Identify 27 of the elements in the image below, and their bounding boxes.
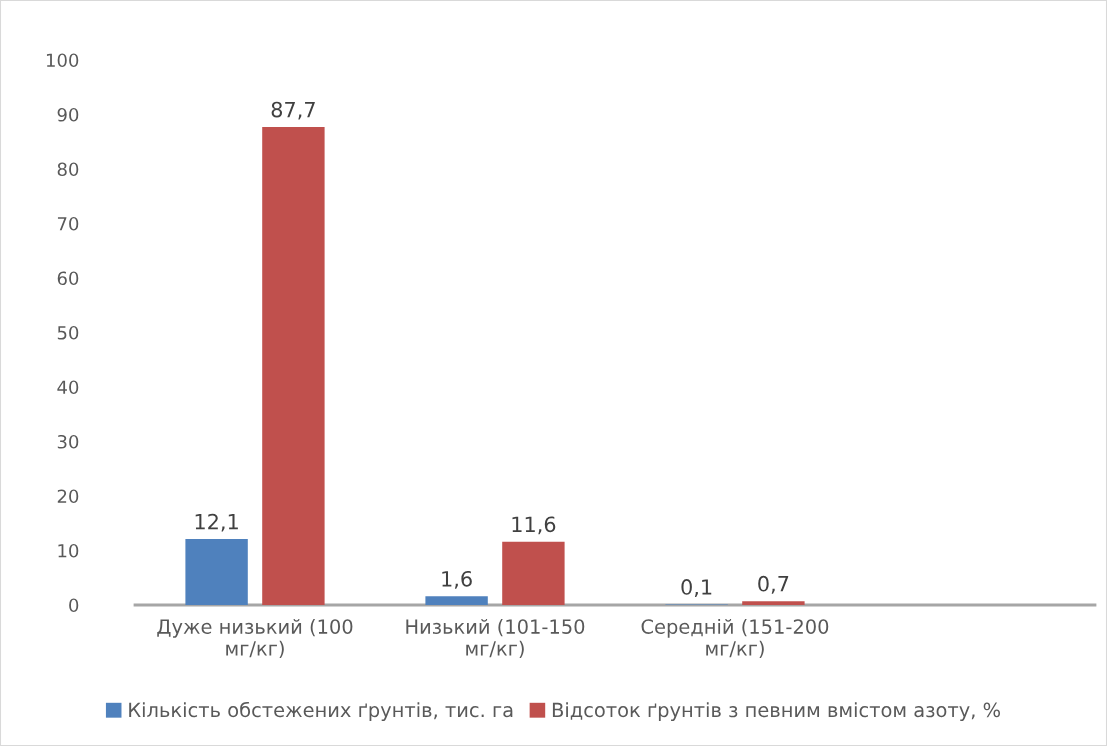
y-tick-label: 90: [57, 107, 79, 122]
data-label: 11,6: [512, 516, 556, 535]
y-tick-label: 100: [46, 53, 79, 68]
y-tick-label: 10: [58, 543, 79, 558]
data-label: 1,6: [442, 570, 472, 589]
data-label: 12,1: [195, 513, 238, 532]
legend-label: Відсоток ґрунтів з певним вмістом азоту, %: [552, 702, 1000, 722]
bar: [502, 541, 565, 605]
data-label: 87,7: [271, 101, 315, 120]
legend-label: Кількість обстежених ґрунтів, тис. га: [129, 701, 513, 722]
x-tick-label: Середній (151-200 мг/кг): [641, 618, 829, 658]
x-tick-label: Низький (101-150 мг/кг): [406, 618, 585, 658]
y-tick-label: 70: [57, 216, 79, 231]
data-label: 0,1: [681, 579, 712, 597]
x-tick-label: Дуже низький (100 мг/кг): [157, 618, 353, 658]
bar: [425, 596, 488, 605]
bar: [185, 539, 248, 605]
y-tick-label: 40: [57, 380, 79, 395]
bar: [742, 601, 805, 605]
y-tick-label: 80: [57, 162, 79, 177]
y-tick-label: 50: [57, 325, 79, 340]
y-tick-label: 0: [69, 598, 79, 613]
y-tick-label: 20: [57, 489, 79, 504]
bar: [262, 127, 325, 605]
y-tick-label: 30: [57, 434, 79, 449]
y-tick-label: 60: [57, 271, 79, 286]
data-label: 0,7: [758, 575, 789, 594]
